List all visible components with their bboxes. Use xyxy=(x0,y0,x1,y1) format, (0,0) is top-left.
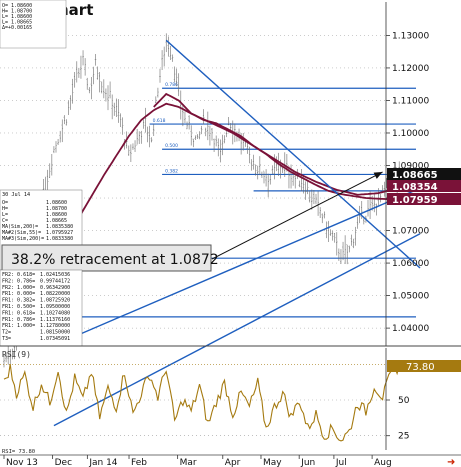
annotation-text: 38.2% retracement at 1.0872 xyxy=(11,252,219,268)
x-tick-label: Aug xyxy=(374,458,392,467)
price-label-box xyxy=(387,193,461,205)
price-label-box xyxy=(387,168,461,180)
y-tick-label: 1.05000 xyxy=(392,292,429,302)
moving-average-55 xyxy=(153,92,400,201)
fib-box-value: 1.08725920 xyxy=(40,298,70,304)
rsi-panel: RSI(9) 25 50 73.80 RSI= 73.80 xyxy=(0,348,461,455)
fib-line-label: 0.786 xyxy=(165,82,178,88)
data-box-label: MA#3(Sim,200)= xyxy=(2,236,44,242)
header-box-line: L= 1.08600 xyxy=(2,14,32,20)
fib-box-label: T2= xyxy=(2,330,11,336)
data-box-value: 1.08600 xyxy=(46,200,67,206)
x-tick-label: Jan 14 xyxy=(88,458,117,467)
data-box-label: C= xyxy=(2,218,8,224)
fib-box-value: 1.08220000 xyxy=(40,291,70,297)
data-box-value: 1.08665 xyxy=(46,218,67,224)
y-tick-label: 1.04000 xyxy=(392,324,429,334)
retracement-arrow xyxy=(211,171,383,260)
y-tick-label: 1.09000 xyxy=(392,162,429,172)
rsi-last-box xyxy=(387,360,461,372)
rsi-title: RSI(9) xyxy=(2,350,31,359)
fib-box-value: 1.12780000 xyxy=(40,323,70,329)
fib-box-label: FR1: 0.786= xyxy=(2,317,35,323)
y-tick-label: 1.13000 xyxy=(392,31,429,41)
fib-line-label: 0.618 xyxy=(153,118,166,124)
x-tick-label: Apr xyxy=(225,458,241,467)
data-box-date: 30 Jul 14 xyxy=(2,192,30,198)
price-bars xyxy=(3,33,400,368)
data-box-value: 1.08700 xyxy=(46,206,67,212)
x-tick-label: Jun xyxy=(300,458,315,467)
data-box-value: 1.08600 xyxy=(46,212,67,218)
x-tick-label: Mar xyxy=(180,458,197,467)
rsi-tick-label: 50 xyxy=(398,396,410,406)
data-box-value: 1.0833380 xyxy=(46,236,73,242)
rsi-line xyxy=(3,364,400,442)
x-tick-label: Feb xyxy=(131,458,147,467)
rsi-footer-label: RSI= 73.80 xyxy=(2,449,35,455)
fib-box-label: FR1: 0.382= xyxy=(2,298,35,304)
fib-box-value: 0.99744172 xyxy=(40,278,70,284)
fib-box-label: T3= xyxy=(2,336,11,342)
header-box-line: L= 1.08665 xyxy=(2,20,32,26)
scroll-right-icon[interactable]: ➜ xyxy=(447,457,455,467)
y-tick-label: 1.12000 xyxy=(392,64,429,74)
price-label-box xyxy=(387,180,461,192)
data-box-value: 1.0835380 xyxy=(46,224,73,230)
fib-box-label: FR2: 1.000= xyxy=(2,285,35,291)
retracement-annotation: 38.2% retracement at 1.0872 xyxy=(1,244,219,272)
data-box-label: MA#2(Sim,55)= xyxy=(2,230,41,236)
trend-line xyxy=(165,39,421,269)
price-label: 1.08354 xyxy=(392,182,438,193)
data-box-label: O= xyxy=(2,200,8,206)
fib-box-value: 1.02415036 xyxy=(40,272,70,278)
trend-line xyxy=(78,187,421,336)
fibonacci-values-box: FR2: 0.618= 1.02415036 FR2: 0.786= 0.997441… xyxy=(0,269,83,347)
fib-box-value: 1.09500000 xyxy=(40,304,70,310)
price-label: 1.07959 xyxy=(392,195,438,206)
header-box-line: H= 1.08700 xyxy=(2,9,32,15)
data-box-label: H= xyxy=(2,206,8,212)
fib-box-label: FR2: 0.786= xyxy=(2,278,35,284)
fib-box-label: FR1: 0.618= xyxy=(2,310,35,316)
rsi-tick-label: 25 xyxy=(398,432,409,442)
time-axis: Nov 13 Dec Jan 14 Feb Mar Apr May Jun Jul Aug xyxy=(3,455,392,467)
fib-box-value: 1.11376160 xyxy=(40,317,70,323)
x-tick-label: Jul xyxy=(335,458,347,467)
arrow-shaft xyxy=(211,171,383,260)
price-label: 1.08665 xyxy=(392,170,438,181)
fib-box-value: 1.08150000 xyxy=(40,330,70,336)
data-box-label: L= xyxy=(2,212,8,218)
data-box-label: MA(Sim,200)= xyxy=(2,224,38,230)
header-box-line: O= 1.08600 xyxy=(2,3,32,9)
y-tick-label: 1.10000 xyxy=(392,129,429,139)
fib-line-label: 0.500 xyxy=(165,143,178,149)
fib-box-label: FR1: 1.000= xyxy=(2,323,35,329)
fib-box-value: 1.07345091 xyxy=(40,336,70,342)
y-tick-label: 1.07000 xyxy=(392,227,429,237)
fib-box-value: 1.10274080 xyxy=(40,310,70,316)
fib-box-label: FR1: 0.000= xyxy=(2,291,35,297)
y-tick-label: 1.06000 xyxy=(392,259,429,269)
fib-box-value: 0.96342900 xyxy=(40,285,70,291)
fib-line-label: 0.382 xyxy=(165,168,178,174)
fib-box-label: FR2: 0.618= xyxy=(2,272,35,278)
y-tick-label: 1.11000 xyxy=(392,96,429,106)
data-box-value: 1.0795927 xyxy=(46,230,73,236)
header-box-line: Δ=+0.00165 xyxy=(2,25,32,31)
x-tick-label: Nov 13 xyxy=(6,458,38,467)
x-tick-label: May xyxy=(263,458,282,467)
fib-box-label: FR1: 0.500= xyxy=(2,304,35,310)
x-tick-label: Dec xyxy=(55,458,72,467)
arrow-head xyxy=(373,172,383,179)
trend-lines xyxy=(53,39,421,427)
rsi-last-label: 73.80 xyxy=(406,362,435,373)
trend-line xyxy=(53,233,421,427)
